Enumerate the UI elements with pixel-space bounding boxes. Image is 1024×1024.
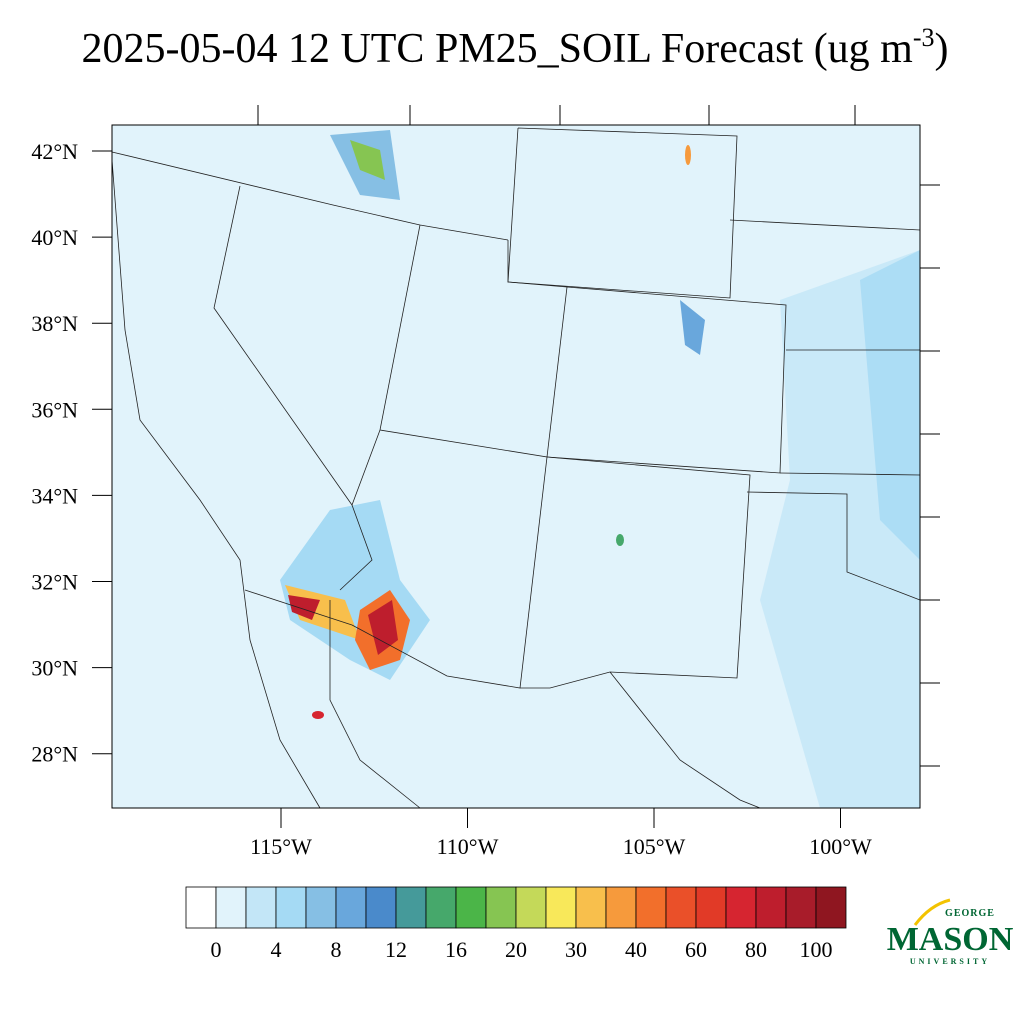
lat-label: 34°N <box>31 483 78 508</box>
colorbar-swatch <box>815 886 847 929</box>
colorbar-label: 4 <box>271 937 282 962</box>
colorbar-label: 20 <box>505 937 527 962</box>
colorbar-swatch <box>215 886 247 929</box>
colorbar-swatch <box>455 886 487 929</box>
colorbar-swatch <box>605 886 637 929</box>
lon-label: 105°W <box>623 834 686 859</box>
lat-label: 38°N <box>31 311 78 336</box>
map-frame <box>111 124 921 809</box>
colorbar-label: 60 <box>685 937 707 962</box>
colorbar-swatch <box>725 886 757 929</box>
lat-label: 42°N <box>31 139 78 164</box>
colorbar-swatch <box>395 886 427 929</box>
lat-label: 28°N <box>31 742 78 767</box>
colorbar-label: 12 <box>385 937 407 962</box>
boundaries <box>111 127 921 809</box>
title-text: 2025-05-04 12 UTC PM25_SOIL Forecast (ug… <box>81 26 913 72</box>
colorbar-swatch <box>515 886 547 929</box>
colorbar-swatch <box>575 886 607 929</box>
concentration-areas <box>280 130 920 808</box>
logo-bottom: UNIVERSITY <box>910 957 990 966</box>
colorbar-label: 30 <box>565 937 587 962</box>
longitude-labels: 115°W 110°W 105°W 100°W <box>250 808 872 859</box>
lat-label: 36°N <box>31 397 78 422</box>
colorbar-swatch <box>755 886 787 929</box>
colorbar-swatch <box>275 886 307 929</box>
title-end: ) <box>935 26 949 72</box>
colorbar-swatch <box>785 886 817 929</box>
colorbar: 0 4 8 12 16 20 30 40 60 80 100 <box>185 886 847 962</box>
colorbar-swatch <box>245 886 277 929</box>
lat-label: 40°N <box>31 225 78 250</box>
lon-label: 115°W <box>250 834 312 859</box>
lon-label: 110°W <box>437 834 499 859</box>
colorbar-swatch <box>425 886 457 929</box>
lon-label: 100°W <box>809 834 872 859</box>
colorbar-label: 0 <box>211 937 222 962</box>
colorbar-swatch <box>305 886 337 929</box>
latitude-labels: 42°N 40°N 38°N 36°N 34°N 32°N 30°N 28°N <box>31 139 112 767</box>
colorbar-label: 100 <box>800 937 833 962</box>
logo-top: GEORGE <box>945 908 995 919</box>
colorbar-swatch <box>365 886 397 929</box>
lat-label: 32°N <box>31 570 78 595</box>
colorbar-label: 16 <box>445 937 467 962</box>
lat-label: 30°N <box>31 656 78 681</box>
colorbar-swatch <box>695 886 727 929</box>
colorbar-label: 80 <box>745 937 767 962</box>
colorbar-swatch <box>635 886 667 929</box>
title: 2025-05-04 12 UTC PM25_SOIL Forecast (ug… <box>81 23 948 72</box>
colorbar-label: 40 <box>625 937 647 962</box>
colorbar-swatch <box>485 886 517 929</box>
colorbar-swatch <box>545 886 577 929</box>
colorbar-swatch <box>185 886 217 929</box>
frame-ticks <box>257 105 940 767</box>
logo-main: MASON <box>887 921 1014 958</box>
logo: GEORGE MASON UNIVERSITY <box>887 898 1014 966</box>
title-exponent: -3 <box>913 23 935 52</box>
map <box>111 105 940 809</box>
colorbar-swatch <box>335 886 367 929</box>
map-background <box>112 125 920 808</box>
colorbar-label: 8 <box>331 937 342 962</box>
colorbar-swatch <box>665 886 697 929</box>
